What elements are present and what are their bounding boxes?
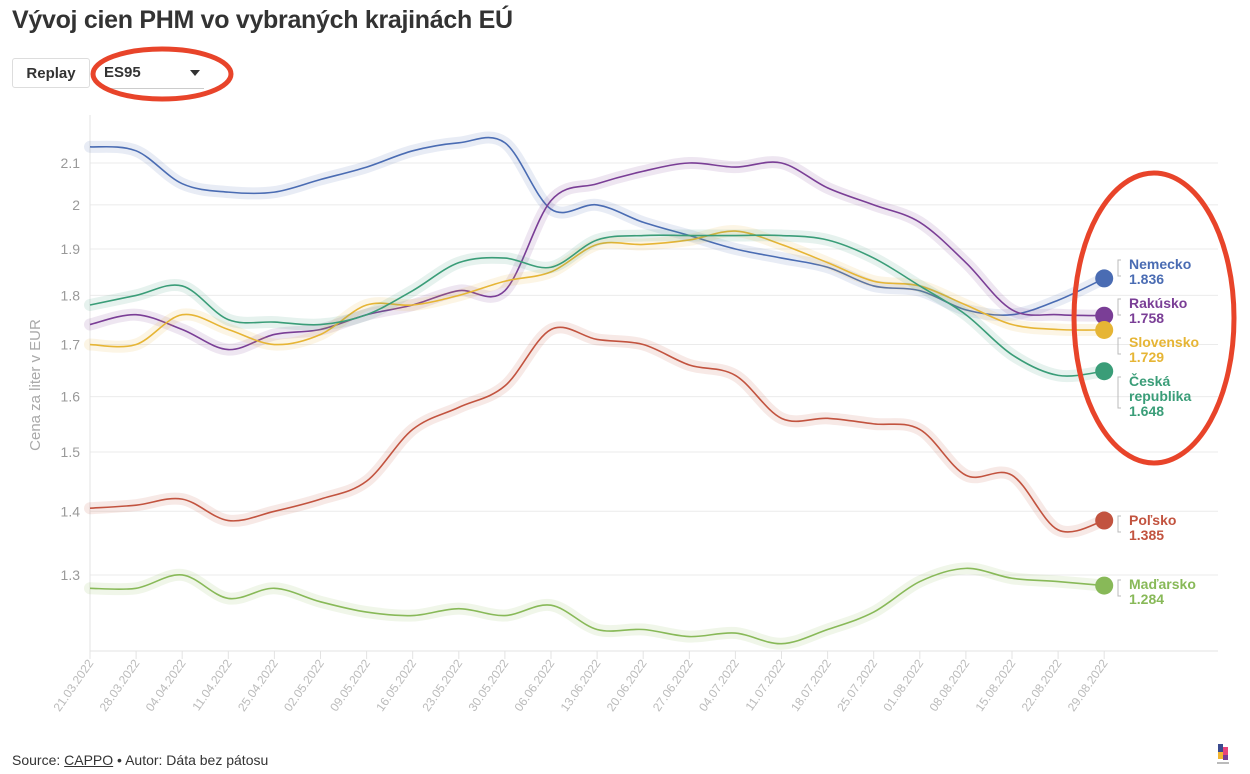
- annotation-ellipse-dropdown: [90, 46, 234, 102]
- series-name-label: Poľsko: [1129, 512, 1176, 528]
- x-tick-label: 11.04.2022: [189, 656, 235, 713]
- series-value-label: 1.836: [1129, 271, 1164, 287]
- series-end-dot: [1095, 576, 1114, 595]
- series-end-dot: [1095, 320, 1114, 339]
- x-tick-label: 02.05.2022: [281, 656, 327, 713]
- label-bracket: [1117, 579, 1121, 597]
- x-tick-label: 04.07.2022: [696, 656, 742, 713]
- y-tick-label: 1.7: [61, 337, 81, 353]
- brand-logo: [1217, 744, 1229, 764]
- label-bracket: [1117, 259, 1121, 277]
- y-tick-label: 1.4: [61, 503, 81, 519]
- series-line: [89, 567, 1105, 645]
- x-tick-label: 22.08.2022: [1019, 656, 1065, 713]
- series-value-label: 1.385: [1129, 527, 1164, 543]
- x-tick-label: 11.07.2022: [743, 656, 789, 713]
- series-value-label: 1.729: [1129, 349, 1164, 365]
- x-tick-label: 09.05.2022: [327, 656, 373, 713]
- x-tick-label: 25.04.2022: [235, 656, 281, 713]
- series-halo: [84, 131, 1111, 322]
- x-tick-label: 16.05.2022: [373, 656, 419, 713]
- y-tick-label: 1.6: [61, 389, 81, 405]
- label-bracket: [1117, 337, 1121, 355]
- y-tick-label: 1.9: [61, 241, 81, 257]
- series-name-label: Maďarsko: [1129, 576, 1196, 592]
- label-bracket: [1117, 515, 1121, 533]
- label-bracket: [1117, 298, 1121, 316]
- series-name-label: republika: [1129, 388, 1191, 404]
- series-value-label: 1.284: [1129, 591, 1164, 607]
- y-tick-label: 2.1: [61, 155, 81, 171]
- series-name-label: Česká: [1129, 372, 1170, 389]
- fuel-type-value: ES95: [104, 64, 141, 81]
- series-line: [89, 234, 1105, 377]
- series-name-label: Nemecko: [1129, 256, 1191, 272]
- series-line: [89, 326, 1105, 533]
- y-tick-label: 1.8: [61, 287, 81, 303]
- series-name-label: Rakúsko: [1129, 295, 1187, 311]
- x-tick-label: 20.06.2022: [604, 656, 650, 713]
- series-end-dot: [1095, 511, 1114, 530]
- series-line: [89, 230, 1105, 348]
- x-tick-label: 01.08.2022: [880, 656, 926, 713]
- annotation-ellipse-labels: [1071, 170, 1237, 466]
- series-name-label: Slovensko: [1129, 334, 1199, 350]
- x-tick-label: 08.08.2022: [926, 656, 972, 713]
- page-title: Vývoj cien PHM vo vybraných krajinách EÚ: [12, 6, 513, 34]
- x-tick-label: 25.07.2022: [834, 656, 880, 713]
- series-end-dot: [1095, 362, 1114, 381]
- x-tick-label: 15.08.2022: [973, 656, 1019, 713]
- x-tick-label: 18.07.2022: [788, 656, 834, 713]
- x-tick-label: 21.03.2022: [51, 656, 97, 713]
- source-link[interactable]: CAPPO: [64, 752, 114, 768]
- y-tick-label: 2: [72, 197, 80, 213]
- replay-button[interactable]: Replay: [12, 58, 90, 88]
- y-tick-label: 1.5: [61, 444, 81, 460]
- label-bracket: [1117, 376, 1121, 409]
- x-tick-label: 29.08.2022: [1065, 656, 1111, 713]
- x-tick-label: 28.03.2022: [97, 656, 143, 713]
- x-tick-label: 06.06.2022: [512, 656, 558, 713]
- y-axis-title: Cena za liter v EUR: [27, 319, 44, 451]
- x-tick-label: 27.06.2022: [650, 656, 696, 713]
- x-tick-label: 23.05.2022: [419, 656, 465, 713]
- x-tick-label: 13.06.2022: [558, 656, 604, 713]
- series-halo: [84, 562, 1111, 650]
- x-tick-label: 30.05.2022: [465, 656, 511, 713]
- author-text: • Autor: Dáta bez pátosu: [113, 752, 269, 768]
- footer-source: Source: CAPPO • Autor: Dáta bez pátosu: [12, 752, 268, 768]
- series-end-dot: [1095, 306, 1114, 325]
- series-line: [89, 136, 1105, 317]
- series-value-label: 1.758: [1129, 310, 1164, 326]
- y-tick-label: 1.3: [61, 567, 81, 583]
- series-halo: [84, 321, 1111, 538]
- x-tick-label: 04.04.2022: [143, 656, 189, 713]
- chevron-down-icon: [190, 70, 200, 76]
- series-end-dot: [1095, 269, 1114, 288]
- series-value-label: 1.648: [1129, 403, 1164, 419]
- fuel-type-dropdown[interactable]: ES95: [104, 58, 204, 89]
- source-prefix: Source:: [12, 752, 65, 768]
- series-line: [89, 161, 1105, 351]
